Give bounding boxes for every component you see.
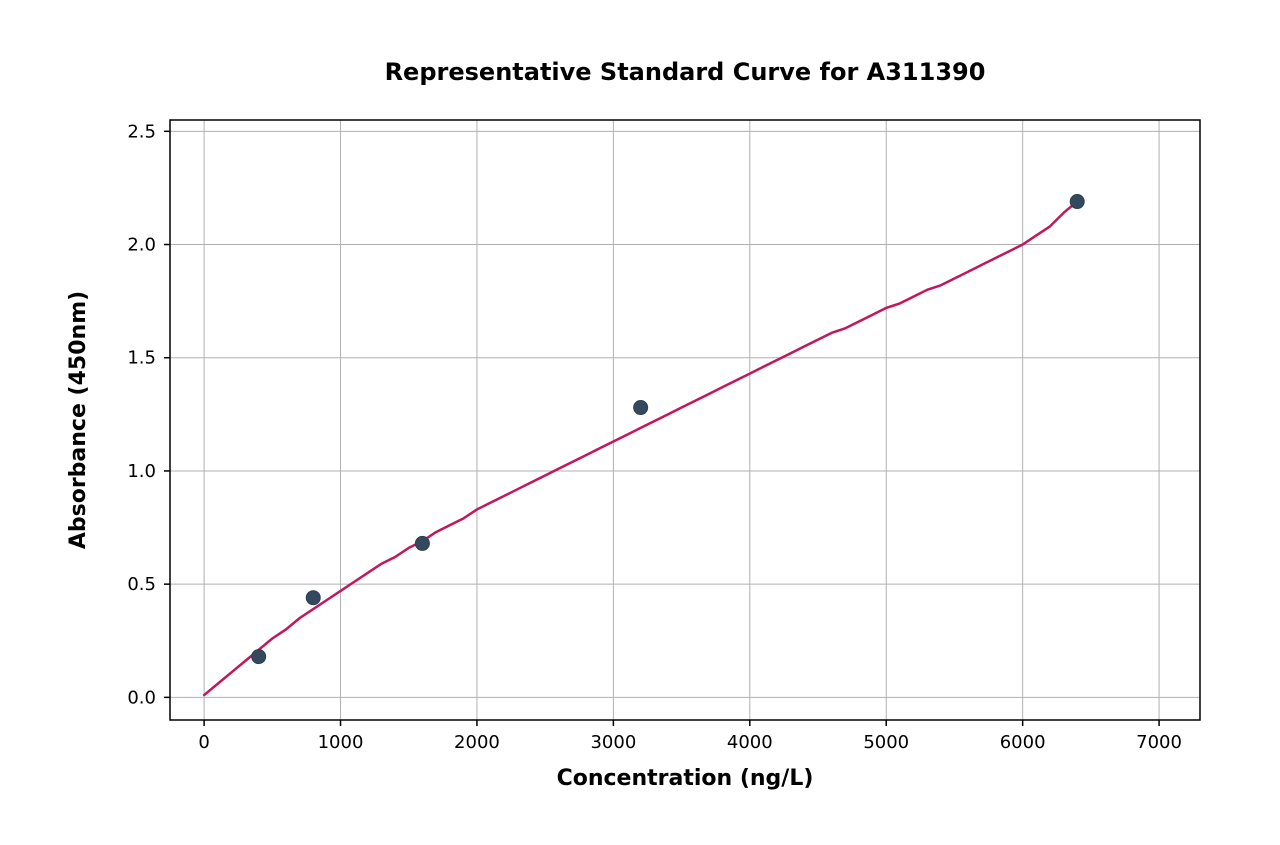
scatter-point xyxy=(634,401,648,415)
y-axis-label: Absorbance (450nm) xyxy=(66,291,91,549)
y-tick-label: 2.5 xyxy=(127,121,156,142)
scatter-point xyxy=(415,536,429,550)
chart-container: 0 1000 2000 3000 4000 5000 6000 7000 0.0 0.5 1.0 1.… xyxy=(0,0,1280,845)
x-tick-label: 5000 xyxy=(863,732,909,753)
y-tick-label: 1.0 xyxy=(127,461,156,482)
x-tick-label: 0 xyxy=(198,732,209,753)
y-tick-label: 1.5 xyxy=(127,348,156,369)
y-tick-label: 2.0 xyxy=(127,235,156,256)
scatter-point xyxy=(306,591,320,605)
y-tick-label: 0.5 xyxy=(127,574,156,595)
x-axis-label: Concentration (ng/L) xyxy=(557,766,814,791)
x-tick-label: 4000 xyxy=(727,732,773,753)
chart-svg: 0 1000 2000 3000 4000 5000 6000 7000 0.0 0.5 1.0 1.… xyxy=(0,0,1280,845)
chart-background xyxy=(0,0,1280,845)
scatter-point xyxy=(252,650,266,664)
x-tick-label: 6000 xyxy=(1000,732,1046,753)
x-tick-label: 7000 xyxy=(1136,732,1182,753)
x-tick-label: 1000 xyxy=(318,732,364,753)
x-tick-label: 3000 xyxy=(590,732,636,753)
scatter-point xyxy=(1070,195,1084,209)
chart-title: Representative Standard Curve for A31139… xyxy=(385,58,986,86)
x-tick-label: 2000 xyxy=(454,732,500,753)
y-tick-label: 0.0 xyxy=(127,687,156,708)
